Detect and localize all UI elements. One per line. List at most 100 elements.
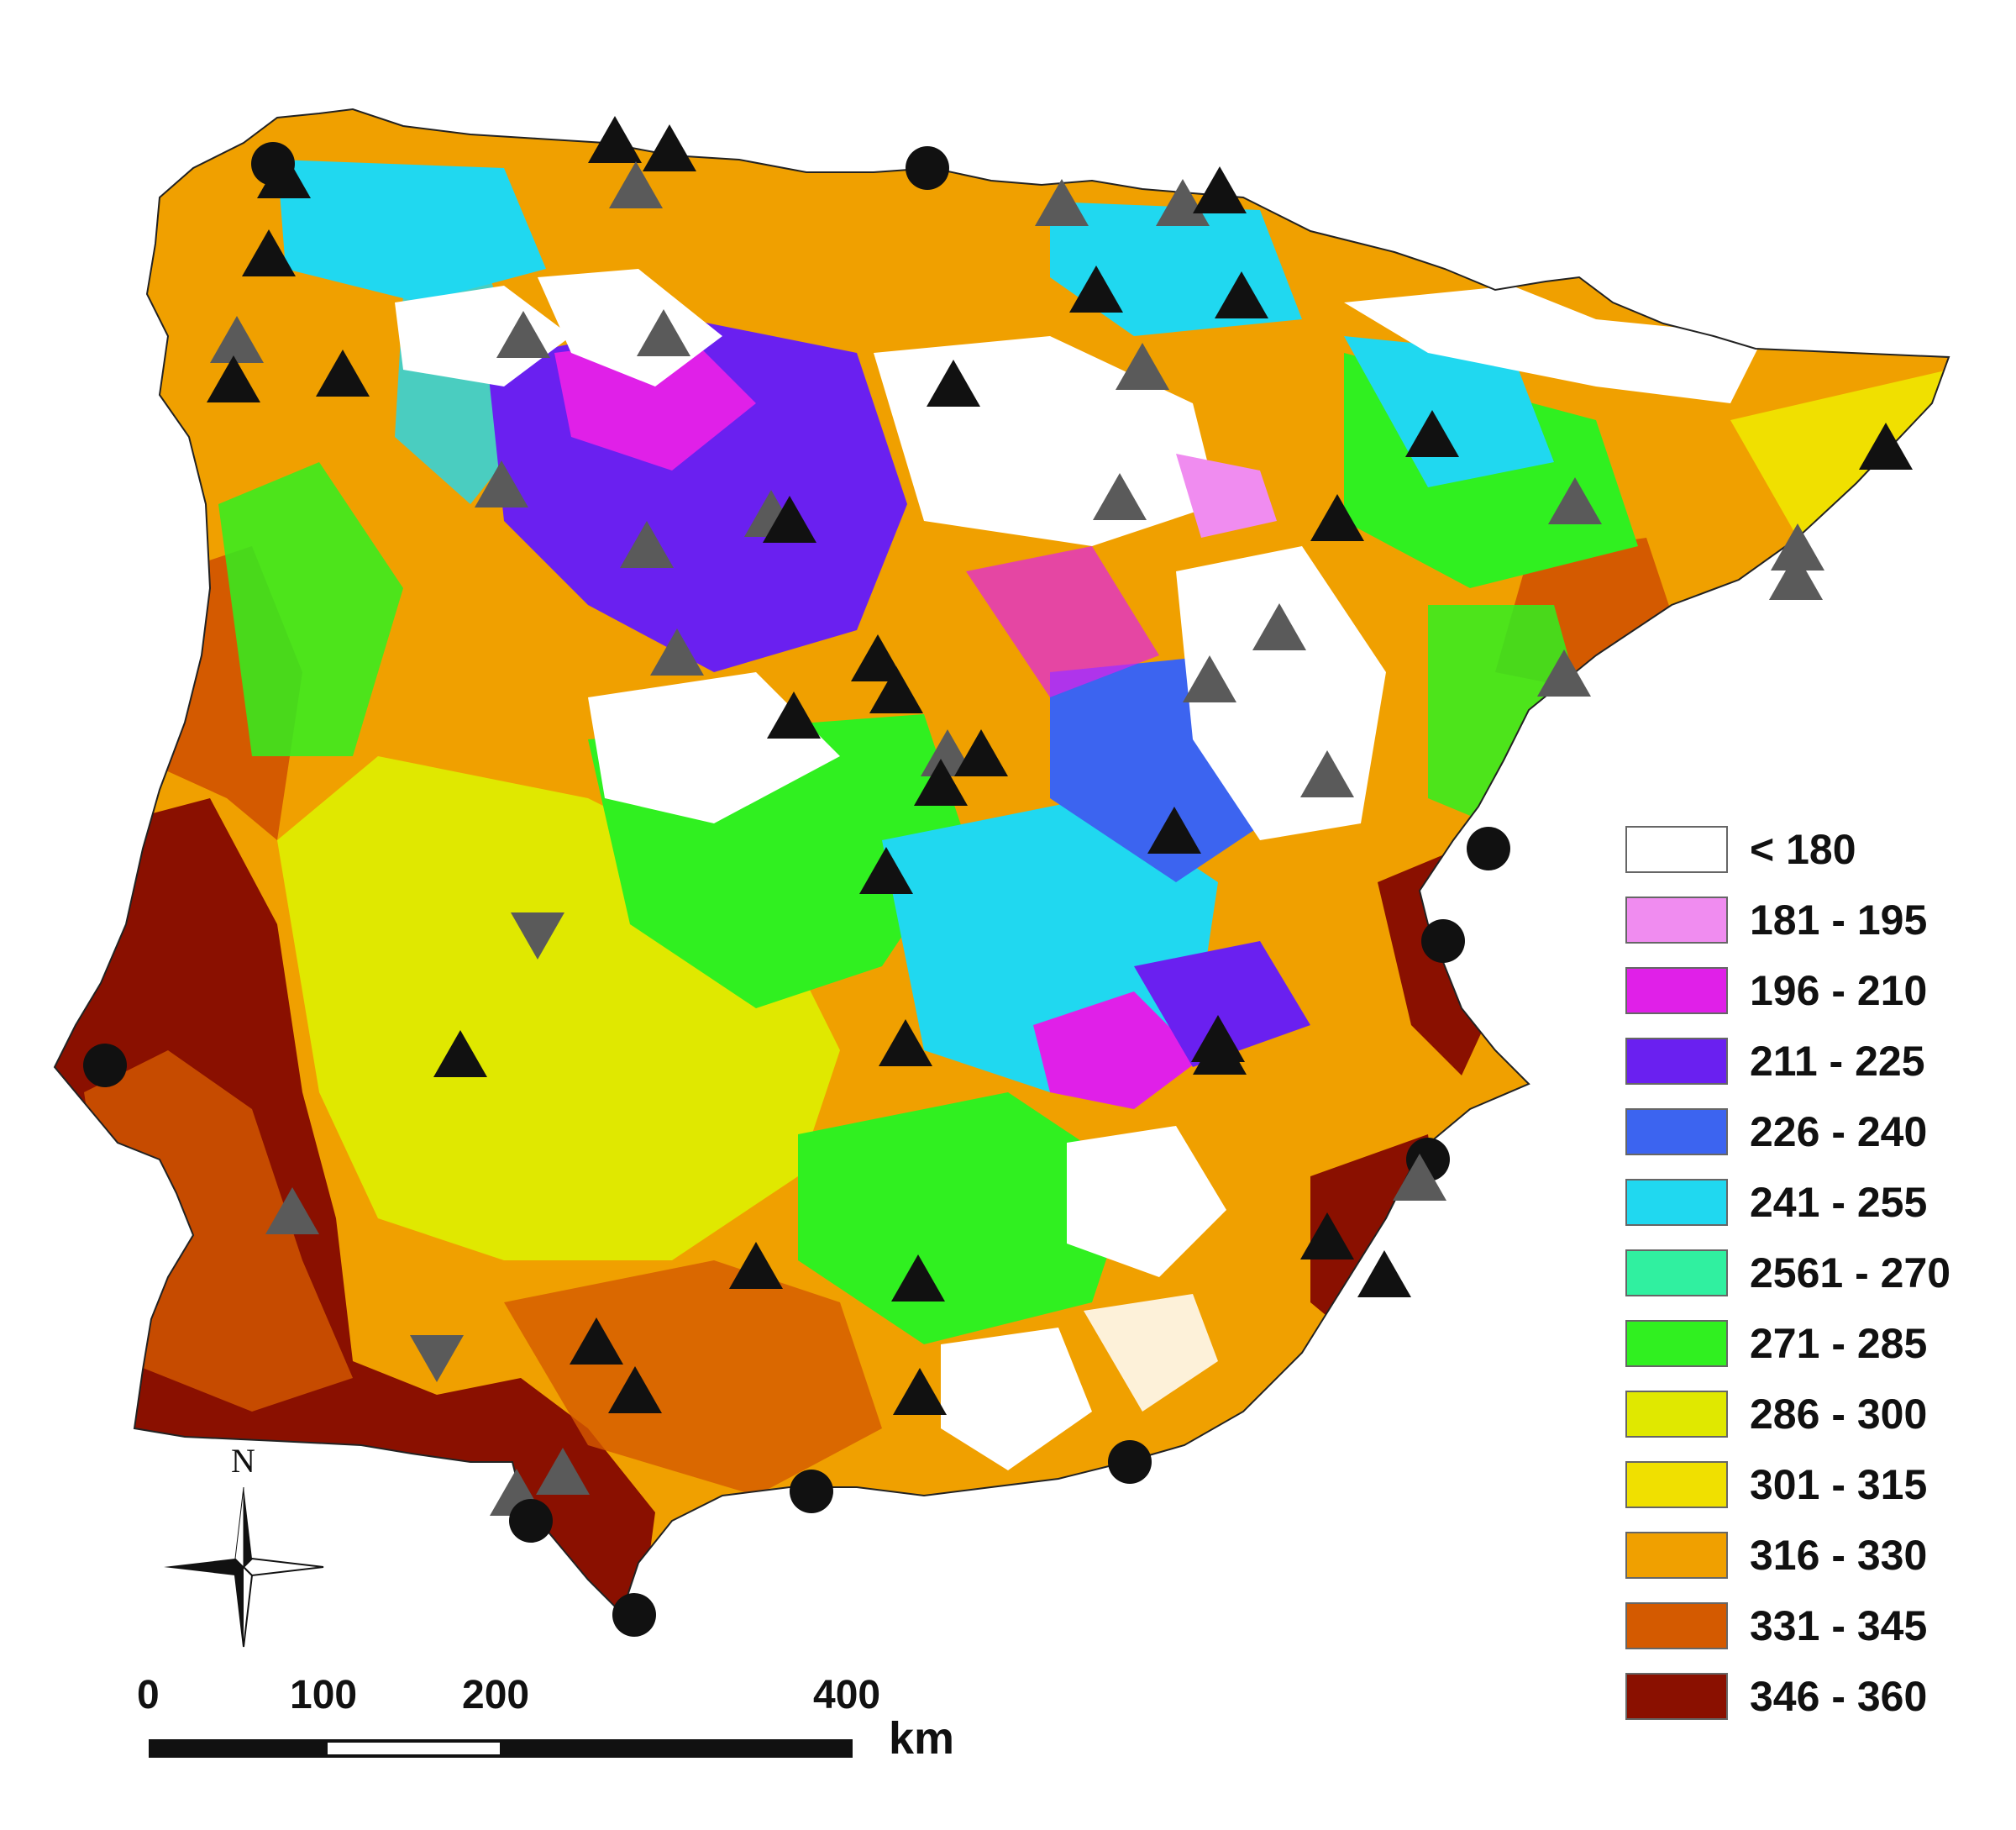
legend-label: 286 - 300 [1750, 1391, 1928, 1438]
legend-item: 271 - 285 [1625, 1317, 1927, 1370]
station-triangle-up [1548, 477, 1602, 524]
scale-bar [149, 1739, 853, 1758]
station-triangle-up [433, 1030, 487, 1077]
station-triangle-up [207, 355, 260, 402]
station-markers [83, 116, 1913, 1637]
station-triangle-up [1093, 473, 1147, 520]
station-triangle-up [891, 1254, 945, 1302]
station-triangle-up [1116, 343, 1169, 390]
station-circle [83, 1044, 127, 1087]
legend-label: 211 - 225 [1750, 1038, 1925, 1085]
station-triangle-up [210, 316, 264, 363]
station-circle [1108, 1440, 1152, 1484]
station-triangle-up [1069, 266, 1123, 313]
station-triangle-up [927, 360, 980, 407]
station-triangle-up [1859, 423, 1913, 470]
legend-item: 196 - 210 [1625, 965, 1927, 1017]
legend-label: 196 - 210 [1750, 967, 1928, 1014]
station-triangle-up [1252, 603, 1306, 650]
legend-label: 331 - 345 [1750, 1602, 1928, 1649]
station-circle [509, 1499, 553, 1543]
legend-swatch [1625, 1391, 1728, 1438]
legend-item: 346 - 360 [1625, 1670, 1927, 1722]
legend-label: 301 - 315 [1750, 1461, 1928, 1508]
legend-label: 241 - 255 [1750, 1179, 1928, 1226]
scale-bar-segment [328, 1743, 500, 1754]
station-triangle-up [609, 161, 663, 208]
station-triangle-up [851, 634, 905, 681]
station-triangle-up [1183, 655, 1236, 702]
legend-item: 2561 - 270 [1625, 1247, 1950, 1299]
legend-label: 316 - 330 [1750, 1532, 1928, 1579]
station-triangle-up [729, 1242, 783, 1289]
station-triangle-up [1193, 166, 1247, 213]
legend-item: 226 - 240 [1625, 1106, 1927, 1158]
legend-item: 211 - 225 [1625, 1035, 1925, 1087]
station-triangle-up [1300, 750, 1354, 797]
station-triangle-up [316, 350, 370, 397]
legend-swatch [1625, 897, 1728, 944]
station-triangle-up [588, 116, 642, 163]
scale-tick-100: 100 [290, 1673, 358, 1717]
legend-swatch [1625, 967, 1728, 1014]
station-triangle-up [536, 1448, 590, 1495]
legend-swatch [1625, 1108, 1728, 1155]
station-triangle-up [643, 124, 696, 171]
legend-label: 226 - 240 [1750, 1108, 1928, 1155]
legend-label: 271 - 285 [1750, 1320, 1928, 1367]
station-triangle-up [893, 1368, 947, 1415]
station-triangle-up [879, 1019, 932, 1066]
station-circle [612, 1593, 656, 1637]
legend-item: 286 - 300 [1625, 1388, 1927, 1440]
scale-unit: km [889, 1713, 955, 1764]
station-triangle-up [650, 628, 704, 676]
station-triangle-up [1310, 494, 1364, 541]
legend-item: 316 - 330 [1625, 1529, 1927, 1581]
legend-swatch [1625, 1602, 1728, 1649]
station-triangle-up [257, 151, 311, 198]
station-triangle-up [608, 1366, 662, 1413]
station-triangle-up [763, 496, 816, 543]
legend-swatch [1625, 1532, 1728, 1579]
station-triangle-up [767, 692, 821, 739]
station-triangle-down [410, 1335, 464, 1382]
legend-label: 346 - 360 [1750, 1673, 1928, 1720]
legend-item: 331 - 345 [1625, 1600, 1927, 1652]
legend-label: 181 - 195 [1750, 897, 1928, 944]
station-triangle-up [914, 759, 968, 806]
legend-label: 2561 - 270 [1750, 1249, 1951, 1296]
scale-tick-400: 400 [813, 1673, 881, 1717]
legend-swatch [1625, 826, 1728, 873]
scale-tick-0: 0 [137, 1673, 160, 1717]
station-circle [1421, 919, 1465, 963]
station-triangle-up [242, 229, 296, 276]
legend-swatch [1625, 1320, 1728, 1367]
station-triangle-up [1215, 271, 1268, 318]
station-triangle-down [511, 912, 564, 960]
station-triangle-up [1300, 1212, 1354, 1259]
station-triangle-up [954, 729, 1008, 776]
station-triangle-up [869, 666, 923, 713]
legend-swatch [1625, 1673, 1728, 1720]
legend-item: 241 - 255 [1625, 1176, 1927, 1228]
station-circle [906, 146, 949, 190]
station-triangle-up [637, 309, 690, 356]
legend-swatch [1625, 1249, 1728, 1296]
scale-tick-200: 200 [462, 1673, 530, 1717]
station-triangle-up [1393, 1154, 1446, 1201]
legend-swatch [1625, 1461, 1728, 1508]
station-circle [790, 1470, 833, 1513]
station-triangle-up [265, 1187, 319, 1234]
station-triangle-up [1193, 1028, 1247, 1075]
legend-label: < 180 [1750, 826, 1856, 873]
station-circle [1467, 827, 1510, 870]
station-triangle-up [1769, 553, 1823, 600]
station-triangle-up [475, 460, 528, 507]
station-triangle-up [620, 521, 674, 568]
station-triangle-up [1035, 179, 1089, 226]
legend-swatch [1625, 1038, 1728, 1085]
legend-swatch [1625, 1179, 1728, 1226]
legend-item: 181 - 195 [1625, 894, 1927, 946]
legend-item: < 180 [1625, 823, 1856, 876]
station-triangle-up [496, 311, 550, 358]
